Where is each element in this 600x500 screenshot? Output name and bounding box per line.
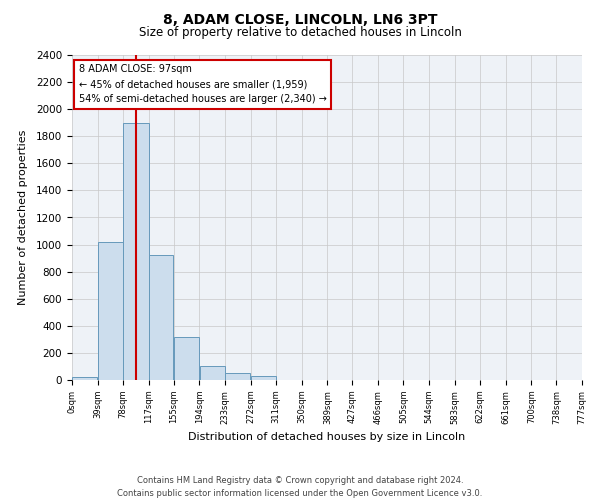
Text: 8 ADAM CLOSE: 97sqm
← 45% of detached houses are smaller (1,959)
54% of semi-det: 8 ADAM CLOSE: 97sqm ← 45% of detached ho…	[79, 64, 326, 104]
Bar	[124, 122, 149, 380]
Text: Size of property relative to detached houses in Lincoln: Size of property relative to detached ho…	[139, 26, 461, 39]
Bar	[225, 373, 250, 380]
Y-axis label: Number of detached properties: Number of detached properties	[17, 130, 28, 305]
Bar	[174, 336, 199, 380]
Bar	[251, 376, 276, 380]
Bar	[149, 256, 173, 380]
Text: Contains HM Land Registry data © Crown copyright and database right 2024.
Contai: Contains HM Land Registry data © Crown c…	[118, 476, 482, 498]
X-axis label: Distribution of detached houses by size in Lincoln: Distribution of detached houses by size …	[188, 432, 466, 442]
Bar	[72, 378, 97, 380]
Text: 8, ADAM CLOSE, LINCOLN, LN6 3PT: 8, ADAM CLOSE, LINCOLN, LN6 3PT	[163, 12, 437, 26]
Bar	[200, 366, 224, 380]
Bar	[98, 242, 123, 380]
